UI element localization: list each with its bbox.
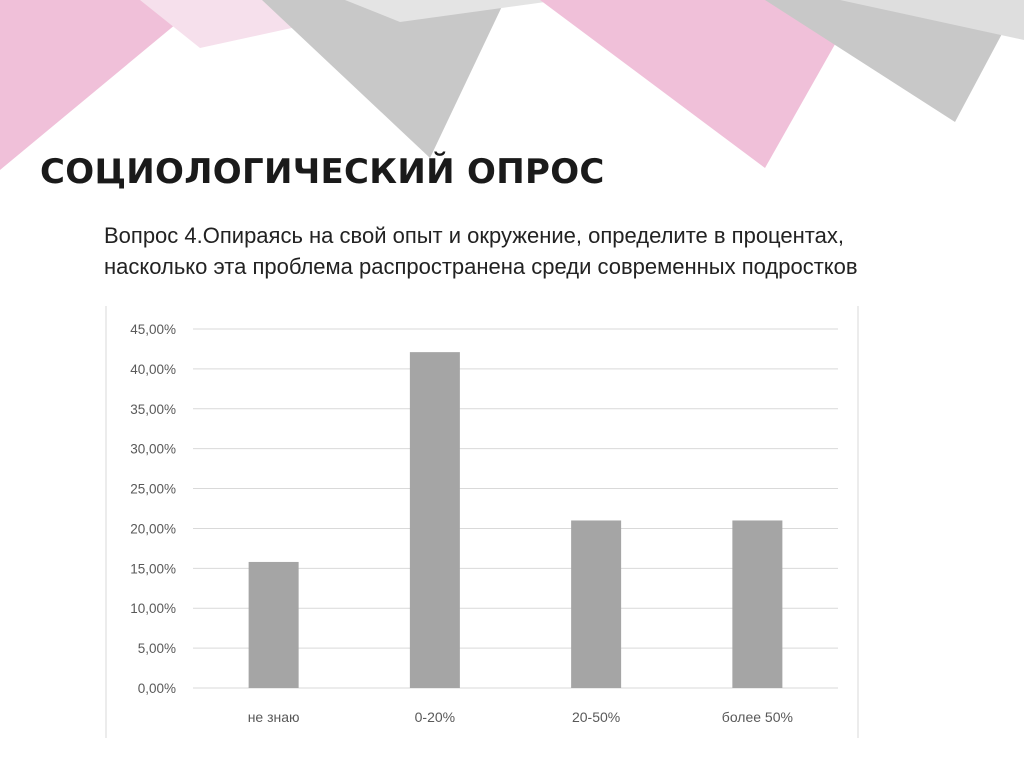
x-category-label: 20-50% [572, 709, 620, 725]
y-axis-ticks: 0,00% 5,00% 10,00% 15,00% 20,00% 25,00% 30,00%… [130, 322, 176, 696]
bar-2 [571, 520, 622, 688]
y-tick-label: 0,00% [138, 681, 176, 696]
y-tick-label: 30,00% [130, 442, 176, 457]
gray-triangle-center [262, 0, 505, 158]
y-tick-label: 45,00% [130, 322, 176, 337]
light-gray-triangle [345, 0, 560, 22]
bars [248, 352, 783, 688]
y-tick-label: 35,00% [130, 402, 176, 417]
x-category-label: 0-20% [415, 709, 455, 725]
gridlines [193, 328, 838, 689]
bar-3 [732, 520, 783, 688]
y-tick-label: 20,00% [130, 521, 176, 536]
bar-1 [409, 352, 460, 688]
x-category-label: более 50% [722, 709, 793, 725]
y-tick-label: 10,00% [130, 601, 176, 616]
gray-triangle-right [765, 0, 1020, 122]
y-tick-label: 40,00% [130, 362, 176, 377]
y-tick-label: 5,00% [138, 641, 176, 656]
pink-triangle-right [540, 0, 860, 168]
slide-title: СОЦИОЛОГИЧЕСКИЙ ОПРОС [40, 152, 605, 192]
y-tick-label: 25,00% [130, 482, 176, 497]
x-axis-labels: не знаю 0-20% 20-50% более 50% [248, 709, 793, 725]
pink-triangle-left [0, 0, 205, 170]
y-tick-label: 15,00% [130, 561, 176, 576]
light-gray-triangle-right [840, 0, 1024, 40]
x-category-label: не знаю [248, 709, 300, 725]
question-text: Вопрос 4.Опираясь на свой опыт и окружен… [104, 223, 858, 279]
bar-0 [248, 561, 299, 688]
